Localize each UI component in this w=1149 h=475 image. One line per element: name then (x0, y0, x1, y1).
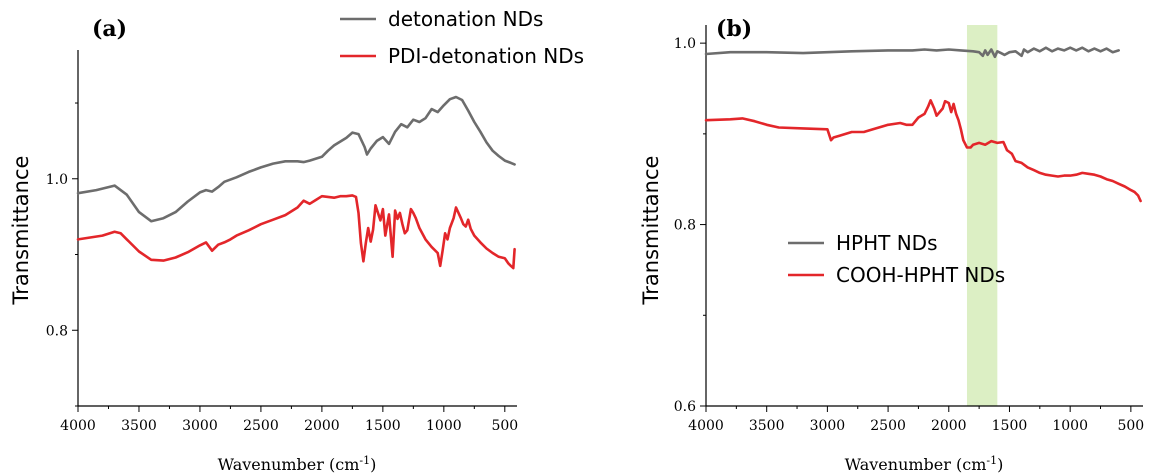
x-tick-label: 4000 (60, 418, 96, 434)
y-tick-label: 0.8 (46, 323, 68, 339)
y-tick-label: 1.0 (46, 172, 68, 188)
series-line-cooh-hpht-nds (704, 99, 1142, 203)
x-tick-label: 1500 (992, 418, 1028, 434)
legend: detonation NDs PDI-detonation NDs (340, 7, 584, 68)
x-tick-label: 4000 (688, 418, 724, 434)
x-tick-label: 3500 (121, 418, 157, 434)
x-tick-label: 2500 (243, 418, 279, 434)
panel-b: 4000 3500 3000 2500 2000 1500 1000 500 0.6 0.8 1.0… (639, 16, 1144, 474)
panel-a: 4000 3500 3000 2500 2000 1500 1000 500 0.8 1.0 (a)… (9, 7, 584, 474)
y-tick-label: 0.6 (674, 399, 696, 415)
x-tick-label: 2500 (870, 418, 906, 434)
x-tick-label: 3500 (749, 418, 785, 434)
series-line-pdi-detonation-nds (76, 194, 516, 270)
legend-label: HPHT NDs (836, 231, 938, 255)
highlight-band (966, 25, 998, 406)
x-axis-title: Wavenumber (cm-1) (845, 454, 1004, 474)
x-axis-title-superscript: -1 (359, 454, 370, 467)
legend-label: COOH-HPHT NDs (836, 263, 1005, 287)
x-tick-label: 1000 (426, 418, 462, 434)
x-tick-label: 3000 (182, 418, 218, 434)
series-line-detonation-nds (76, 95, 516, 223)
x-tick-label: 500 (1117, 418, 1144, 434)
x-axis-title: Wavenumber (cm-1) (218, 454, 377, 474)
x-tick-label: 1000 (1052, 418, 1088, 434)
y-tick-label: 1.0 (674, 36, 696, 52)
panel-label: (a) (92, 16, 127, 42)
panel-label: (b) (716, 16, 752, 42)
x-tick-label: 500 (491, 418, 518, 434)
legend-label: detonation NDs (388, 7, 543, 31)
x-axis-title-main: Wavenumber (cm (218, 455, 360, 474)
legend: HPHT NDs COOH-HPHT NDs (788, 231, 1005, 287)
x-axis-title-superscript: -1 (986, 454, 997, 467)
x-tick-label: 3000 (810, 418, 846, 434)
x-tick-label: 1500 (365, 418, 401, 434)
y-tick-label: 0.8 (674, 218, 696, 234)
x-tick-label: 2000 (304, 418, 340, 434)
series-line-hpht-nds (704, 46, 1120, 59)
y-axis-title: Transmittance (9, 156, 33, 306)
x-tick-label: 2000 (931, 418, 967, 434)
y-axis-title: Transmittance (639, 156, 663, 306)
legend-label: PDI-detonation NDs (388, 44, 584, 68)
x-axis-title-end: ) (997, 455, 1003, 474)
x-axis-title-end: ) (370, 455, 376, 474)
x-axis-title-main: Wavenumber (cm (845, 455, 987, 474)
